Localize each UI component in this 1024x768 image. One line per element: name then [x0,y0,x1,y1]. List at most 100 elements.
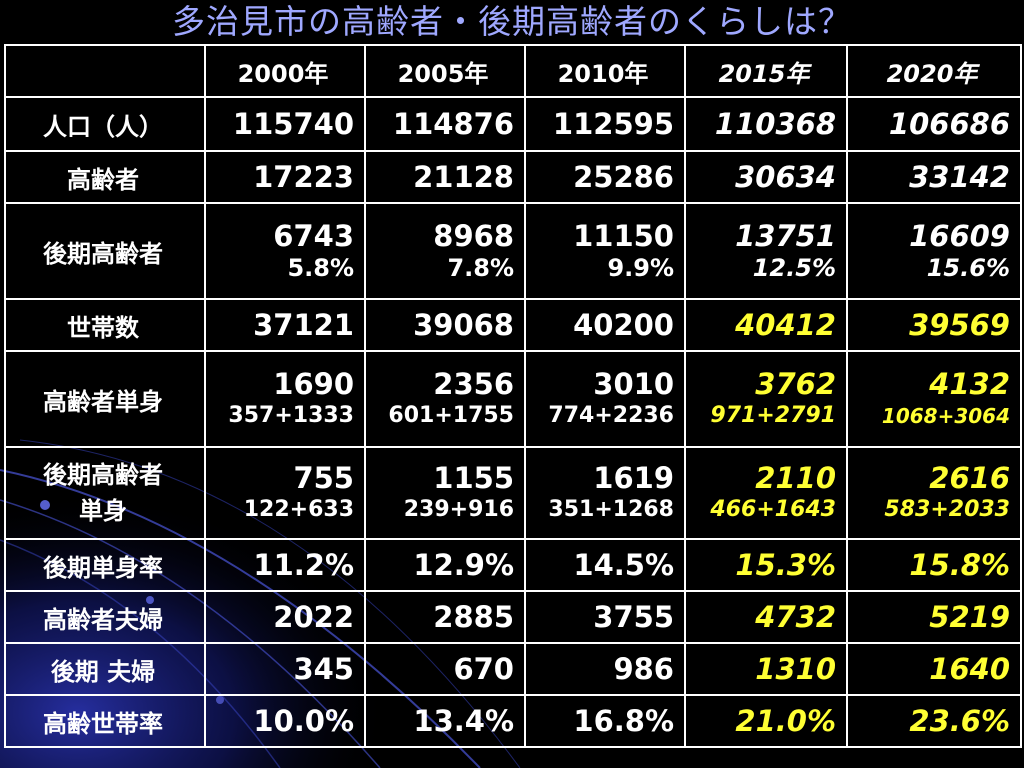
table-cell: 21.0% [684,694,848,748]
table-row: 高齢者単身 1690 357+1333 2356 601+1755 3010 774+… [4,350,1022,448]
table-cell: 345 [204,642,366,696]
cell-main: 1619 [593,461,674,495]
cell-main: 1155 [433,461,514,495]
table-cell: 2356 601+1755 [364,350,526,448]
table-cell: 16609 15.6% [846,202,1022,300]
table-cell: 40412 [684,298,848,352]
cell-sub: 971+2791 [710,403,836,428]
table-cell: 25286 [524,150,686,204]
table-cell: 112595 [524,96,686,152]
year-header: 2000年 [204,44,366,98]
row-label: 高齢者 [4,150,206,204]
cell-main: 755 [293,461,354,495]
table-cell: 5219 [846,590,1022,644]
cell-sub: 1068+3064 [881,404,1010,428]
table-cell: 106686 [846,96,1022,152]
page-title: 多治見市の高齢者・後期高齢者のくらしは？ [172,2,852,41]
table-cell: 1690 357+1333 [204,350,366,448]
cell-sub: 774+2236 [548,403,674,428]
table-cell: 4132 1068+3064 [846,350,1022,448]
year-header: 2010年 [524,44,686,98]
table-cell: 13.4% [364,694,526,748]
cell-main: 13751 [735,219,836,253]
table-row: 人口（人） 115740 114876 112595 110368 106686 [4,96,1022,152]
table-cell: 1640 [846,642,1022,696]
table-cell: 2022 [204,590,366,644]
table-cell: 3762 971+2791 [684,350,848,448]
cell-main: 3010 [593,367,674,401]
row-label: 人口（人） [4,96,206,152]
row-label: 後期高齢者 単身 [4,446,206,540]
cell-main: 3762 [755,367,836,401]
table-cell: 670 [364,642,526,696]
table-cell: 2110 466+1643 [684,446,848,540]
row-label: 後期 夫婦 [4,642,206,696]
table-cell: 2885 [364,590,526,644]
table-row: 後期高齢者 6743 5.8% 8968 7.8% 11150 9.9% 13751 1… [4,202,1022,300]
row-label: 高齢者夫婦 [4,590,206,644]
row-label: 高齢世帯率 [4,694,206,748]
table-cell: 17223 [204,150,366,204]
table-cell: 1155 239+916 [364,446,526,540]
cell-main: 1690 [273,367,354,401]
cell-main: 4132 [929,367,1010,401]
table-cell: 6743 5.8% [204,202,366,300]
table-cell: 14.5% [524,538,686,592]
table-cell: 40200 [524,298,686,352]
cell-sub: 12.5% [752,254,836,282]
table-row: 高齢者 17223 21128 25286 30634 33142 [4,150,1022,204]
cell-main: 2110 [755,461,836,495]
table-cell: 30634 [684,150,848,204]
table-cell: 1310 [684,642,848,696]
table-cell: 114876 [364,96,526,152]
row-label: 後期単身率 [4,538,206,592]
table-row: 後期 夫婦 345 670 986 1310 1640 [4,642,1022,696]
cell-sub: 9.9% [607,254,674,282]
table-cell: 11.2% [204,538,366,592]
table-cell: 33142 [846,150,1022,204]
row-label: 高齢者単身 [4,350,206,448]
table-cell: 13751 12.5% [684,202,848,300]
table-cell: 16.8% [524,694,686,748]
cell-main: 2356 [433,367,514,401]
year-header: 2020年 [846,44,1022,98]
table-row: 世帯数 37121 39068 40200 40412 39569 [4,298,1022,352]
cell-main: 2616 [929,461,1010,495]
cell-sub: 351+1268 [548,497,674,522]
table-cell: 4732 [684,590,848,644]
table-cell: 12.9% [364,538,526,592]
cell-sub: 7.8% [447,254,514,282]
table-cell: 39569 [846,298,1022,352]
row-label-line: 後期高齢者 [43,461,163,489]
cell-sub: 5.8% [287,254,354,282]
table-cell: 1619 351+1268 [524,446,686,540]
table-cell: 15.3% [684,538,848,592]
table-cell: 2616 583+2033 [846,446,1022,540]
year-header: 2015年 [684,44,848,98]
table-cell: 986 [524,642,686,696]
table-cell: 8968 7.8% [364,202,526,300]
cell-main: 6743 [273,219,354,253]
table-row: 高齢世帯率 10.0% 13.4% 16.8% 21.0% 23.6% [4,694,1022,748]
table-cell: 39068 [364,298,526,352]
cell-sub: 239+916 [403,497,514,522]
table-cell: 11150 9.9% [524,202,686,300]
table-cell: 755 122+633 [204,446,366,540]
corner-cell [4,44,206,98]
row-label-line: 単身 [79,497,127,525]
cell-main: 16609 [909,219,1010,253]
year-header: 2005年 [364,44,526,98]
cell-sub: 601+1755 [388,403,514,428]
table-cell: 15.8% [846,538,1022,592]
table-cell: 23.6% [846,694,1022,748]
row-label: 世帯数 [4,298,206,352]
table-cell: 115740 [204,96,366,152]
elderly-statistics-table: 2000年 2005年 2010年 2015年 2020年 人口（人） 1157… [4,44,1022,748]
header-row: 2000年 2005年 2010年 2015年 2020年 [4,44,1022,98]
cell-main: 8968 [433,219,514,253]
table-cell: 110368 [684,96,848,152]
table-row: 後期単身率 11.2% 12.9% 14.5% 15.3% 15.8% [4,538,1022,592]
table-cell: 3010 774+2236 [524,350,686,448]
row-label: 後期高齢者 [4,202,206,300]
